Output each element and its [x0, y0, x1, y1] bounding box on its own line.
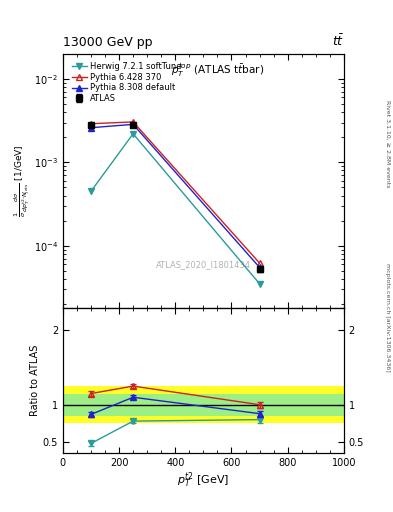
- Text: mcplots.cern.ch [arXiv:1306.3436]: mcplots.cern.ch [arXiv:1306.3436]: [385, 263, 390, 372]
- Herwig 7.2.1 softTune: [89, 188, 94, 195]
- Pythia 8.308 default: [257, 264, 262, 270]
- Line: Pythia 6.428 370: Pythia 6.428 370: [88, 119, 263, 266]
- Pythia 6.428 370: [257, 260, 262, 266]
- Bar: [63, 394, 344, 416]
- Text: ATLAS_2020_I1801434: ATLAS_2020_I1801434: [156, 260, 251, 269]
- Herwig 7.2.1 softTune: [257, 281, 262, 287]
- Bar: [63, 386, 344, 423]
- Text: $t\bar{t}$: $t\bar{t}$: [332, 33, 344, 49]
- Text: $p_T^{top}$ (ATLAS t$\bar{t}$bar): $p_T^{top}$ (ATLAS t$\bar{t}$bar): [171, 61, 264, 79]
- X-axis label: $p_T^{t2}$ [GeV]: $p_T^{t2}$ [GeV]: [177, 471, 230, 490]
- Legend: Herwig 7.2.1 softTune, Pythia 6.428 370, Pythia 8.308 default, ATLAS: Herwig 7.2.1 softTune, Pythia 6.428 370,…: [70, 60, 183, 105]
- Pythia 6.428 370: [131, 119, 136, 125]
- Line: Pythia 8.308 default: Pythia 8.308 default: [88, 121, 263, 270]
- Pythia 8.308 default: [89, 124, 94, 131]
- Text: Rivet 3.1.10, ≥ 2.8M events: Rivet 3.1.10, ≥ 2.8M events: [385, 100, 390, 187]
- Pythia 8.308 default: [131, 121, 136, 127]
- Pythia 6.428 370: [89, 121, 94, 127]
- Y-axis label: $\frac{1}{\sigma}\frac{d\sigma}{dp_T^{t2}{\cdot}N_{jets}}$ [1/GeV]: $\frac{1}{\sigma}\frac{d\sigma}{dp_T^{t2…: [13, 144, 33, 217]
- Line: Herwig 7.2.1 softTune: Herwig 7.2.1 softTune: [88, 131, 263, 287]
- Text: 13000 GeV pp: 13000 GeV pp: [63, 36, 152, 49]
- Herwig 7.2.1 softTune: [131, 131, 136, 137]
- Y-axis label: Ratio to ATLAS: Ratio to ATLAS: [30, 345, 40, 416]
